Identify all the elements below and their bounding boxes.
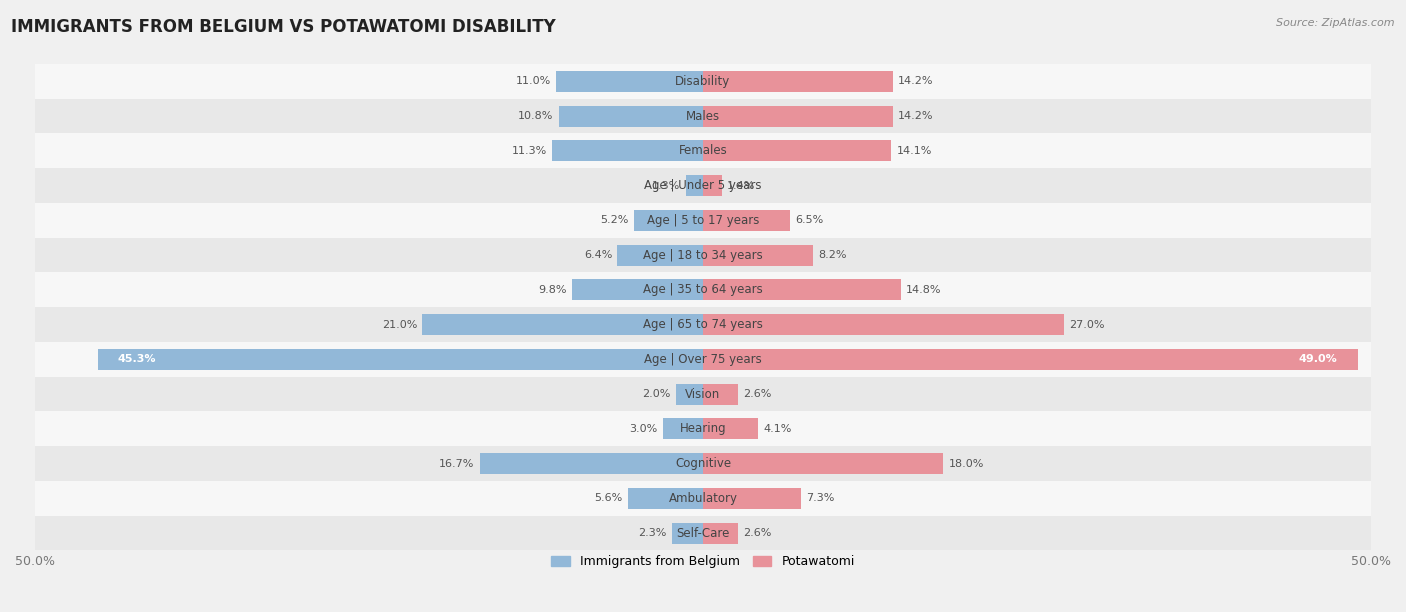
Legend: Immigrants from Belgium, Potawatomi: Immigrants from Belgium, Potawatomi <box>547 550 859 573</box>
Text: 6.5%: 6.5% <box>796 215 824 225</box>
Bar <box>676 384 703 405</box>
Text: 1.4%: 1.4% <box>727 181 755 190</box>
Bar <box>703 140 891 162</box>
Text: 5.2%: 5.2% <box>600 215 628 225</box>
Bar <box>634 210 703 231</box>
Text: Self-Care: Self-Care <box>676 526 730 540</box>
Text: Age | 35 to 64 years: Age | 35 to 64 years <box>643 283 763 296</box>
Bar <box>35 99 1371 133</box>
Text: Females: Females <box>679 144 727 157</box>
Text: Hearing: Hearing <box>679 422 727 435</box>
Bar <box>35 272 1371 307</box>
Bar <box>553 140 703 162</box>
Bar <box>35 516 1371 551</box>
Bar <box>35 168 1371 203</box>
Bar <box>35 411 1371 446</box>
Bar <box>703 106 893 127</box>
Text: 2.6%: 2.6% <box>744 528 772 538</box>
Text: 2.0%: 2.0% <box>643 389 671 399</box>
Text: 9.8%: 9.8% <box>538 285 567 295</box>
Bar <box>35 203 1371 237</box>
Bar <box>628 488 703 509</box>
Bar <box>703 210 790 231</box>
Bar <box>572 280 703 300</box>
Bar <box>555 71 703 92</box>
Text: 18.0%: 18.0% <box>949 458 984 469</box>
Bar <box>703 175 721 196</box>
Text: Disability: Disability <box>675 75 731 88</box>
Text: Males: Males <box>686 110 720 122</box>
Bar <box>703 419 758 439</box>
Bar <box>35 133 1371 168</box>
Text: 6.4%: 6.4% <box>583 250 612 260</box>
Bar <box>35 237 1371 272</box>
Text: 21.0%: 21.0% <box>381 319 418 330</box>
Text: 11.0%: 11.0% <box>516 76 551 86</box>
Bar <box>35 377 1371 411</box>
Bar <box>558 106 703 127</box>
Text: 11.3%: 11.3% <box>512 146 547 156</box>
Text: 49.0%: 49.0% <box>1299 354 1337 364</box>
Bar <box>672 523 703 543</box>
Text: Age | 18 to 34 years: Age | 18 to 34 years <box>643 248 763 261</box>
Text: 8.2%: 8.2% <box>818 250 846 260</box>
Text: Age | Over 75 years: Age | Over 75 years <box>644 353 762 366</box>
Bar <box>703 384 738 405</box>
Text: 45.3%: 45.3% <box>118 354 156 364</box>
Text: Age | Under 5 years: Age | Under 5 years <box>644 179 762 192</box>
Text: 14.8%: 14.8% <box>905 285 942 295</box>
Text: 4.1%: 4.1% <box>763 424 792 434</box>
Text: IMMIGRANTS FROM BELGIUM VS POTAWATOMI DISABILITY: IMMIGRANTS FROM BELGIUM VS POTAWATOMI DI… <box>11 18 555 36</box>
Bar <box>662 419 703 439</box>
Bar <box>703 349 1358 370</box>
Text: Ambulatory: Ambulatory <box>668 492 738 505</box>
Bar <box>703 245 813 266</box>
Bar <box>422 314 703 335</box>
Bar <box>35 342 1371 377</box>
Text: Source: ZipAtlas.com: Source: ZipAtlas.com <box>1277 18 1395 28</box>
Bar <box>35 446 1371 481</box>
Bar <box>98 349 703 370</box>
Bar <box>617 245 703 266</box>
Text: Vision: Vision <box>685 387 721 401</box>
Bar <box>35 481 1371 516</box>
Text: 10.8%: 10.8% <box>517 111 554 121</box>
Text: 16.7%: 16.7% <box>439 458 475 469</box>
Text: Age | 65 to 74 years: Age | 65 to 74 years <box>643 318 763 331</box>
Text: 3.0%: 3.0% <box>630 424 658 434</box>
Bar <box>703 71 893 92</box>
Bar <box>35 64 1371 99</box>
Bar <box>35 307 1371 342</box>
Bar <box>479 453 703 474</box>
Bar <box>703 280 901 300</box>
Text: 2.3%: 2.3% <box>638 528 666 538</box>
Bar <box>703 314 1064 335</box>
Bar <box>686 175 703 196</box>
Bar <box>703 523 738 543</box>
Text: 27.0%: 27.0% <box>1069 319 1105 330</box>
Text: Age | 5 to 17 years: Age | 5 to 17 years <box>647 214 759 227</box>
Text: 2.6%: 2.6% <box>744 389 772 399</box>
Text: 14.2%: 14.2% <box>898 76 934 86</box>
Text: 14.1%: 14.1% <box>897 146 932 156</box>
Bar <box>703 453 943 474</box>
Text: 14.2%: 14.2% <box>898 111 934 121</box>
Bar <box>703 488 800 509</box>
Text: 1.3%: 1.3% <box>652 181 681 190</box>
Text: Cognitive: Cognitive <box>675 457 731 470</box>
Text: 7.3%: 7.3% <box>806 493 834 503</box>
Text: 5.6%: 5.6% <box>595 493 623 503</box>
